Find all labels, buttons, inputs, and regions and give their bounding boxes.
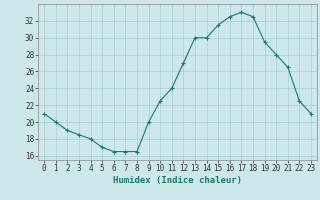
X-axis label: Humidex (Indice chaleur): Humidex (Indice chaleur) <box>113 176 242 185</box>
